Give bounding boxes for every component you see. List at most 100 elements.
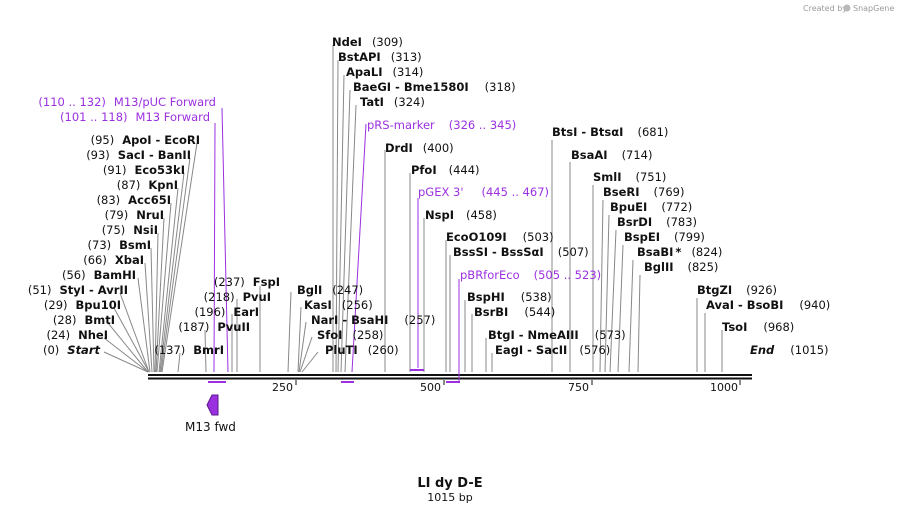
ruler-tick-1000: 1000 (710, 381, 738, 394)
ruler-tick-250: 250 (272, 381, 293, 394)
site-label-bglii[interactable]: BglII (825) (644, 260, 718, 274)
site-label-ecoo109i[interactable]: EcoO109I (503) (446, 230, 554, 244)
map-title-block: LI dy D-E 1015 bp (417, 476, 482, 504)
leader-line (161, 142, 198, 373)
leader-line (154, 232, 159, 373)
site-label-btsi[interactable]: BtsI - BtsαI (681) (552, 125, 668, 139)
site-label-drdi[interactable]: DrdI (400) (385, 141, 454, 155)
primer-label-m13-forward[interactable]: (101 .. 118) M13 Forward (60, 110, 210, 124)
site-label-kasi[interactable]: KasI (256) (304, 298, 373, 312)
site-label-nari[interactable]: NarI - BsaHI (257) (311, 313, 435, 327)
site-label-sfoi[interactable]: SfoI (258) (317, 328, 383, 342)
leader-line (103, 351, 149, 373)
site-label-bseri[interactable]: BseRI (769) (603, 185, 684, 199)
primer-marks (208, 107, 460, 383)
site-label-tati[interactable]: TatI (324) (360, 95, 425, 109)
site-label-bgli[interactable]: BglI (247) (297, 283, 363, 297)
feature-label: M13 fwd (185, 420, 236, 434)
leader-line (298, 321, 307, 373)
site-label-acc65i[interactable]: (83) Acc65I (97, 193, 171, 207)
backbone (148, 374, 752, 380)
site-label-bamhi[interactable]: (56) BamHI (62, 268, 136, 282)
site-label-bmti[interactable]: (28) BmtI (53, 313, 115, 327)
leader-line (637, 274, 641, 373)
site-label-apali[interactable]: ApaLI (314) (346, 65, 423, 79)
site-label-apoi[interactable]: (95) ApoI - EcoRI (91, 133, 200, 147)
primer-label-prs-marker[interactable]: pRS-marker (326 .. 345) (367, 118, 516, 132)
site-label-bsmi[interactable]: (73) BsmI (88, 238, 151, 252)
leader-line (335, 59, 339, 373)
leader-line (107, 322, 149, 373)
leader-line (103, 337, 149, 373)
site-label-ndei[interactable]: NdeI (309) (332, 35, 403, 49)
leader-line (156, 202, 172, 373)
site-label-bpuei[interactable]: BpuEI (772) (610, 200, 692, 214)
brand-name: SnapGene (853, 4, 894, 13)
primer-labels: (110 .. 132) M13/pUC Forward (101 .. 118)… (38, 95, 601, 282)
leader-line (113, 307, 150, 373)
site-label-nspi[interactable]: NspI (458) (425, 208, 497, 222)
leader-line (297, 306, 302, 373)
primer-leader (351, 123, 367, 373)
map-title: LI dy D-E (417, 476, 482, 491)
site-label-pluti[interactable]: PluTI (260) (325, 343, 399, 357)
site-label-baegi[interactable]: BaeGI - Bme1580I (318) (353, 80, 516, 94)
site-label-fspi[interactable]: (237) FspI (214, 275, 280, 289)
primer-label-pgex-3[interactable]: pGEX 3' (445 .. 467) (418, 185, 549, 199)
site-label-eagi[interactable]: EagI - SacII (576) (495, 343, 610, 357)
start-label: (0) Start (43, 343, 101, 357)
leader-line (137, 277, 151, 373)
site-label-nrui[interactable]: (79) NruI (105, 208, 164, 222)
primer-leader (213, 122, 216, 373)
leader-line (159, 172, 185, 373)
site-label-saci[interactable]: (93) SacI - BanII (86, 148, 191, 162)
site-label-bsrbi[interactable]: BsrBI (544) (474, 305, 555, 319)
site-label-avai[interactable]: AvaI - BsoBI (940) (706, 298, 830, 312)
site-label-kpni[interactable]: (87) KpnI (117, 178, 178, 192)
leader-line (599, 199, 604, 373)
leader-line (155, 217, 165, 373)
site-label-bsrdi[interactable]: BsrDI (783) (617, 215, 697, 229)
site-label-btgzi[interactable]: BtgZI (926) (697, 283, 777, 297)
leader-line (177, 352, 181, 373)
site-label-bspei[interactable]: BspEI (799) (624, 230, 705, 244)
leader-line (340, 89, 351, 373)
snapgene-brand: Created by SnapGene (803, 4, 894, 13)
site-label-smli[interactable]: SmlI (751) (593, 170, 666, 184)
site-label-bsphi[interactable]: BspHI (538) (467, 290, 552, 304)
leader-line (150, 247, 155, 373)
site-leaders (103, 45, 723, 373)
site-label-xbai[interactable]: (66) XbaI (83, 253, 144, 267)
site-label-tsoi[interactable]: TsoI (968) (722, 320, 794, 334)
site-label-eco53ki[interactable]: (91) Eco53kI (103, 163, 185, 177)
site-label-bsaai[interactable]: BsaAI (714) (571, 148, 653, 162)
site-label-pvui[interactable]: (218) PvuI (204, 290, 271, 304)
site-label-pfoi[interactable]: PfoI (444) (411, 163, 480, 177)
snapgene-logo-icon (843, 4, 851, 12)
site-label-eari[interactable]: (196) EarI (194, 305, 259, 319)
site-label-nsii[interactable]: (75) NsiI (102, 223, 158, 237)
leader-line (344, 104, 357, 373)
feature-arrow-icon[interactable] (206, 394, 219, 416)
brand-text: Created by (803, 4, 847, 13)
leader-line (287, 291, 292, 373)
site-label-bmri[interactable]: (137) BmrI (154, 343, 224, 357)
leader-line (617, 244, 624, 373)
site-label-pvuii[interactable]: (187) PvuII (178, 320, 250, 334)
ruler-tick-750: 750 (568, 381, 589, 394)
site-label-btgi[interactable]: BtgI - NmeAIII (573) (488, 328, 626, 342)
site-label-bstapi[interactable]: BstAPI (313) (338, 50, 422, 64)
feature-m13-fwd[interactable]: M13 fwd (185, 394, 236, 434)
site-label-bsssi[interactable]: BssSI - BssSαI (507) (453, 245, 589, 259)
site-label-bsabi[interactable]: BsaBI * (824) (637, 245, 722, 259)
primer-label-m13-puc-forward[interactable]: (110 .. 132) M13/pUC Forward (38, 95, 216, 109)
site-label-styi[interactable]: (51) StyI - AvrII (28, 283, 128, 297)
primer-label-pbrforeco[interactable]: pBRforEco (505 .. 523) (460, 268, 601, 282)
site-label-nhei[interactable]: (24) NheI (47, 328, 109, 342)
site-labels: NdeI (309) BstAPI (313) ApaLI (314) BaeGI -… (28, 35, 830, 357)
leader-line (301, 351, 319, 373)
leader-line (628, 259, 634, 373)
site-label-bpu10i[interactable]: (29) Bpu10I (44, 298, 121, 312)
leader-line (337, 74, 345, 373)
